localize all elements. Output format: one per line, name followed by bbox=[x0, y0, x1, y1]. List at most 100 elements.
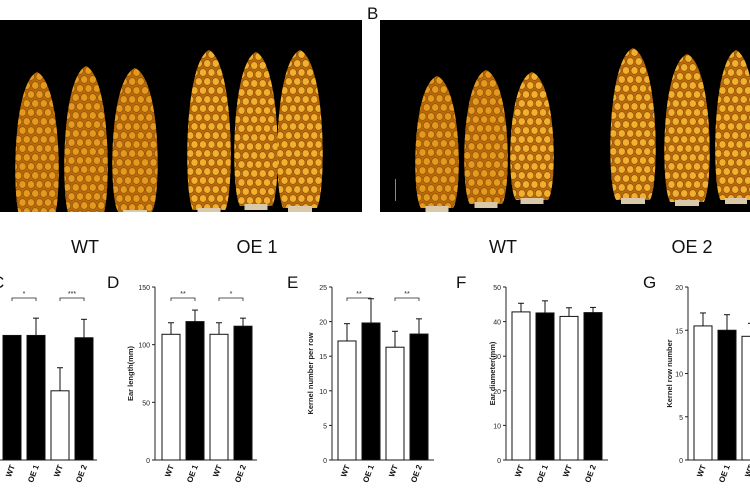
x-tick-label: WT bbox=[163, 463, 176, 478]
corn-kernel bbox=[277, 167, 285, 176]
corn-kernel bbox=[705, 117, 710, 126]
corn-kernel bbox=[284, 185, 293, 194]
corn-kernel bbox=[622, 156, 630, 165]
corn-kernel bbox=[124, 122, 132, 131]
corn-kernel bbox=[124, 104, 132, 113]
corn-kernel bbox=[630, 138, 639, 147]
corn-kernel bbox=[216, 86, 224, 95]
corn-kernel bbox=[203, 167, 212, 176]
corn-kernel bbox=[613, 156, 622, 165]
corn-kernel bbox=[547, 144, 554, 153]
corn-kernel bbox=[105, 129, 108, 138]
corn-kernel bbox=[44, 144, 52, 153]
corn-kernel bbox=[76, 120, 84, 129]
corn-kernel bbox=[526, 99, 535, 108]
corn-kernel bbox=[194, 185, 203, 194]
corn-kernel bbox=[80, 183, 89, 192]
corn-kernel bbox=[693, 108, 701, 117]
bar bbox=[511, 311, 531, 461]
corn-kernel bbox=[263, 178, 271, 187]
corn-kernel bbox=[203, 149, 212, 158]
corn-kernel bbox=[136, 77, 145, 86]
corn-kernel bbox=[39, 171, 48, 180]
corn-kernel bbox=[228, 113, 231, 122]
corn-kernel bbox=[626, 57, 635, 66]
corn-body bbox=[112, 68, 158, 212]
corn-kernel bbox=[526, 153, 535, 162]
corn-kernel bbox=[44, 198, 52, 207]
chart-e: E 0 5 10 15 20 25 Kernel number per row WT OE 1 WT… bbox=[287, 273, 434, 484]
corn-kernel bbox=[693, 180, 701, 189]
corn-kernel bbox=[136, 149, 145, 158]
corn-kernel bbox=[534, 99, 543, 108]
corn-kernel bbox=[97, 165, 106, 174]
corn-kernel bbox=[422, 103, 431, 112]
corn-kernel bbox=[444, 166, 452, 175]
corn-kernel bbox=[67, 192, 76, 201]
corn-kernel bbox=[680, 135, 689, 144]
bar bbox=[535, 312, 555, 461]
corn-kernel bbox=[306, 158, 314, 167]
corn-husk bbox=[244, 204, 268, 210]
corn-kernel bbox=[31, 117, 40, 126]
corn-kernel bbox=[517, 135, 526, 144]
corn-kernel bbox=[431, 85, 440, 94]
corn-kernel bbox=[258, 115, 267, 124]
corn-kernel bbox=[141, 140, 149, 149]
corn-kernel bbox=[418, 184, 427, 193]
corn-kernel bbox=[464, 151, 472, 160]
corn-kernel bbox=[35, 198, 44, 207]
corn-kernel bbox=[67, 210, 76, 212]
corn-kernel bbox=[48, 189, 57, 198]
corn-kernel bbox=[664, 153, 672, 162]
corn-kernel bbox=[71, 183, 80, 192]
corn-kernel bbox=[739, 185, 748, 194]
y-tick-label: 0 bbox=[146, 458, 150, 465]
corn-kernel bbox=[715, 131, 723, 140]
corn-kernel bbox=[27, 198, 35, 207]
corn-kernel bbox=[735, 176, 744, 185]
bar bbox=[233, 325, 253, 461]
corn-kernel bbox=[88, 165, 97, 174]
corn-kernel bbox=[207, 140, 216, 149]
corn-kernel bbox=[543, 153, 552, 162]
significance-label: * bbox=[23, 291, 26, 298]
corn-kernel bbox=[119, 185, 128, 194]
corn-kernel bbox=[22, 135, 31, 144]
corn-kernel bbox=[427, 166, 435, 175]
corn-kernel bbox=[211, 77, 220, 86]
corn-kernel bbox=[676, 108, 684, 117]
corn-kernel bbox=[35, 108, 44, 117]
corn-kernel bbox=[145, 167, 154, 176]
panel-letter-d: D bbox=[107, 273, 119, 292]
corn-kernel bbox=[684, 126, 693, 135]
corn-kernel bbox=[71, 201, 80, 210]
corn-kernel bbox=[280, 104, 289, 113]
corn-kernel bbox=[493, 124, 501, 133]
corn-kernel bbox=[293, 149, 302, 158]
significance-label: ** bbox=[404, 291, 410, 298]
corn-kernel bbox=[199, 194, 207, 203]
corn-kernel bbox=[722, 149, 731, 158]
corn-kernel bbox=[88, 183, 97, 192]
corn-kernel bbox=[310, 131, 319, 140]
corn-kernel bbox=[610, 165, 618, 174]
corn-kernel bbox=[651, 111, 656, 120]
corn-kernel bbox=[132, 86, 141, 95]
corn-kernel bbox=[647, 138, 656, 147]
corn-kernel bbox=[626, 111, 635, 120]
corn-kernel bbox=[456, 157, 459, 166]
corn-kernel bbox=[293, 59, 302, 68]
corn-kernel bbox=[67, 138, 76, 147]
corn-kernel bbox=[306, 68, 314, 77]
corn-kernel bbox=[246, 88, 254, 97]
genotype-label-oe2: OE 2 bbox=[671, 237, 713, 257]
y-tick-label: 100 bbox=[138, 343, 150, 350]
corn-kernel bbox=[76, 210, 84, 212]
corn-kernel bbox=[643, 93, 652, 102]
corn-kernel bbox=[688, 171, 697, 180]
corn-kernel bbox=[149, 176, 158, 185]
corn-kernel bbox=[234, 151, 242, 160]
corn-kernel bbox=[439, 103, 448, 112]
corn-kernel bbox=[141, 86, 149, 95]
